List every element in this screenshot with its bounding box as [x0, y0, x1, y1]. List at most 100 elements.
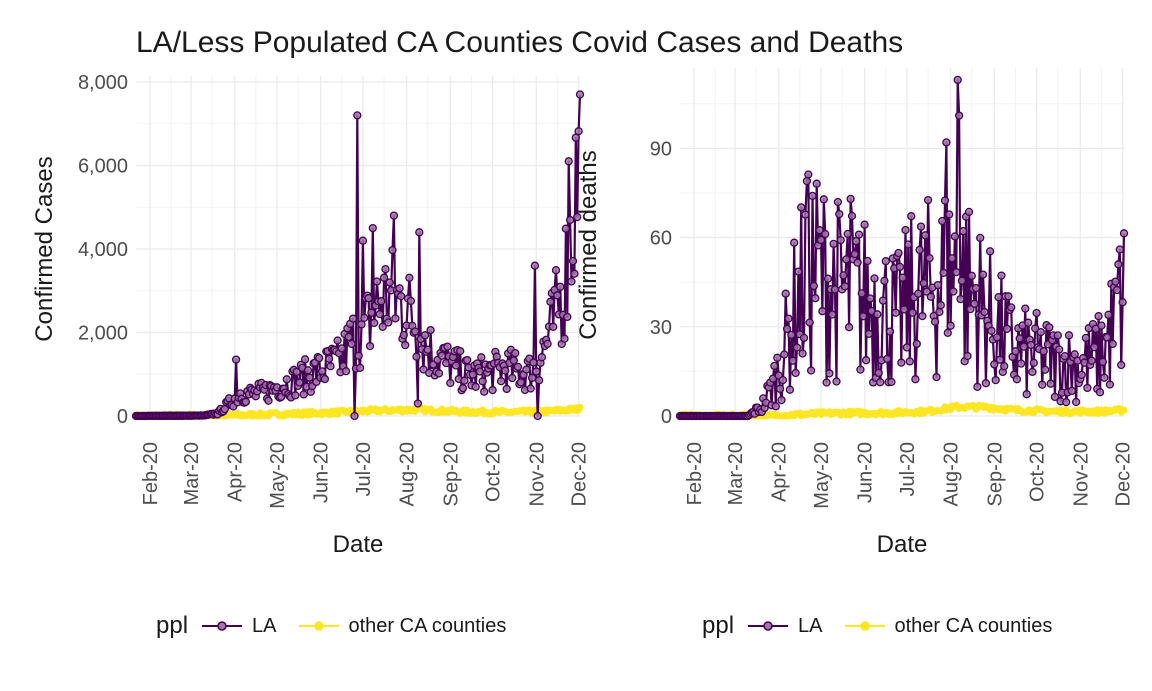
data-point-la	[1090, 343, 1099, 352]
x-tick-label: May-20	[811, 442, 833, 509]
legend-label-other: other CA counties	[894, 614, 1053, 637]
data-point-la	[264, 396, 273, 405]
data-point-la	[333, 336, 342, 345]
data-point-la	[994, 293, 1003, 302]
data-point-la	[305, 373, 314, 382]
data-point-la	[1087, 356, 1096, 365]
data-point-la	[966, 304, 975, 314]
data-point-la	[381, 265, 390, 274]
data-point-la	[291, 391, 300, 400]
data-point-la	[458, 383, 468, 393]
data-point-la	[901, 225, 910, 235]
data-point-la	[850, 249, 859, 259]
x-tick-label: Dec-20	[569, 442, 591, 506]
data-point-la	[516, 378, 525, 387]
data-point-la	[348, 314, 358, 323]
data-point-la	[798, 349, 807, 358]
data-point-la	[434, 369, 444, 378]
data-point-la	[364, 294, 373, 303]
data-point-la	[1098, 357, 1108, 366]
data-point-la	[526, 384, 535, 393]
data-point-la	[992, 333, 1002, 342]
data-point-la	[1095, 388, 1105, 397]
data-point-la	[916, 222, 926, 231]
data-point-la	[819, 195, 828, 204]
data-point-la	[991, 375, 1000, 385]
data-point-la	[292, 367, 301, 377]
data-point-la	[367, 308, 376, 317]
data-point-la	[938, 216, 947, 226]
data-point-la	[856, 365, 865, 374]
data-point-la	[883, 354, 892, 364]
data-point-la	[1046, 379, 1055, 388]
data-point-la	[446, 378, 455, 388]
data-point-la	[1114, 260, 1123, 269]
data-point-la	[1045, 323, 1054, 332]
data-point-la	[372, 277, 382, 286]
data-point-la	[1119, 229, 1129, 238]
data-point-la	[1007, 303, 1016, 312]
data-point-la	[1055, 345, 1064, 354]
legend-key-la	[202, 621, 243, 631]
data-point-la	[836, 235, 845, 245]
data-point-la	[902, 343, 912, 352]
y-axis-title: Confirmed deaths	[575, 150, 602, 339]
data-point-la	[923, 195, 933, 205]
data-point-la	[1019, 342, 1029, 351]
y-tick-label: 0	[661, 406, 672, 428]
data-point-la	[1038, 380, 1047, 389]
legend-title: ppl	[702, 612, 735, 639]
data-point-la	[1112, 285, 1122, 295]
data-point-la	[919, 278, 928, 288]
data-point-la	[468, 370, 478, 379]
data-point-la	[832, 377, 841, 386]
data-point-la	[553, 291, 562, 300]
data-point-la	[950, 232, 960, 241]
data-point-la	[241, 397, 251, 406]
y-tick-label: 60	[650, 228, 672, 250]
data-point-la	[971, 283, 981, 293]
data-point-la	[529, 358, 538, 367]
data-point-la	[1060, 351, 1069, 361]
data-point-la	[377, 297, 386, 306]
legend-title: ppl	[156, 612, 189, 639]
y-tick-label: 2,000	[78, 323, 128, 345]
data-point-la	[939, 268, 948, 277]
data-point-la	[341, 367, 351, 376]
data-point-la	[365, 341, 375, 351]
data-point-la	[921, 231, 930, 240]
data-point-la	[1062, 397, 1071, 407]
data-point-la	[835, 209, 844, 219]
data-point-la	[811, 294, 820, 303]
data-point-la	[866, 294, 875, 303]
legend-label-la: LA	[252, 614, 277, 637]
y-axis-title: Confirmed Cases	[31, 156, 58, 341]
data-point-la	[1097, 321, 1106, 330]
data-point-la	[575, 90, 585, 99]
data-point-la	[918, 311, 927, 321]
data-point-la	[1118, 298, 1127, 307]
data-point-la	[546, 297, 555, 306]
data-point-la	[1031, 324, 1040, 333]
data-point-la	[460, 376, 469, 385]
data-point-la	[804, 170, 813, 179]
data-point-la	[412, 352, 421, 361]
data-point-la	[839, 271, 848, 280]
data-point-la	[1011, 347, 1020, 356]
data-point-la	[861, 356, 871, 365]
data-point-la	[426, 325, 435, 335]
data-point-la	[395, 284, 404, 293]
data-point-la	[410, 327, 420, 336]
data-point-la	[870, 274, 879, 283]
data-point-la	[1036, 327, 1045, 337]
data-point-la	[778, 375, 788, 385]
data-point-la	[947, 254, 957, 263]
data-point-la	[808, 191, 817, 201]
data-point-la	[976, 233, 985, 243]
data-point-la	[1077, 370, 1086, 380]
data-point-la	[905, 357, 914, 366]
data-point-la	[794, 267, 803, 276]
data-point-la	[565, 215, 575, 225]
data-point-la	[891, 308, 900, 317]
data-point-la	[299, 390, 308, 399]
